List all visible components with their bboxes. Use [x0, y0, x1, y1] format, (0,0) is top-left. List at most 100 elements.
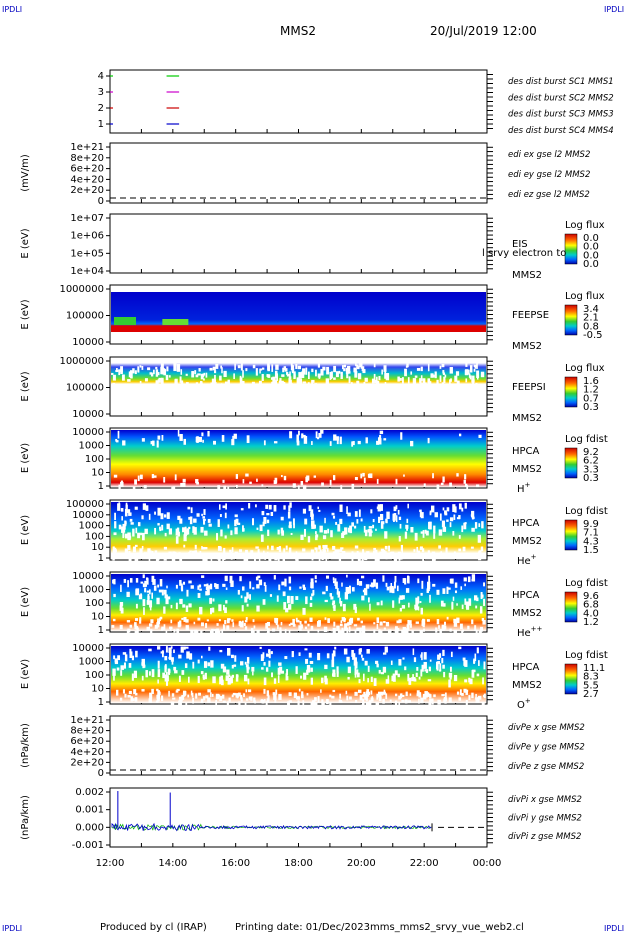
hpca-o-gap [293, 692, 298, 699]
corner-label-top-right: IPDLI [604, 5, 624, 14]
hpca-h-gap [318, 432, 322, 438]
hpca-hepp-gap [135, 618, 138, 621]
hpca-o-gap [413, 678, 417, 682]
hpca-hepp-gap [151, 592, 153, 599]
divpe-ytick-label: 1e+21 [70, 715, 104, 726]
feepsi-gap [209, 367, 213, 371]
hpca-hepp-gap [340, 630, 344, 635]
hpca-he-gap [114, 521, 117, 529]
hpca-h-gap [117, 430, 120, 439]
feepsi-gap [257, 394, 260, 398]
feepsi-gap [469, 365, 473, 373]
hpca-o-colorbar [564, 663, 578, 695]
hpca-o-gap [424, 669, 428, 672]
hpca-he-gap [255, 546, 259, 549]
hpca-o-gap [382, 691, 386, 695]
hpca-hepp-gap [344, 592, 349, 600]
feepsi-gap [338, 370, 341, 374]
hpca-hepp-gap [181, 585, 184, 592]
hpca-he-gap [481, 521, 484, 529]
hpca-o-gap [373, 678, 377, 686]
divpi-frame [109, 787, 488, 848]
hpca-hepp-gap [165, 630, 168, 636]
hpca-hepp-gap [142, 599, 146, 607]
hpca-hepp-gap [146, 590, 150, 593]
hpca-he-gap [173, 552, 176, 555]
hpca-he-colorbar-label: 4.3 [583, 536, 599, 547]
feepsi-gap [422, 378, 426, 384]
hpca-he-gap [384, 545, 388, 550]
hpca-o-gap [168, 647, 172, 653]
hpca-hepp-gap [290, 595, 294, 604]
hpca-he-gap [145, 505, 149, 511]
feepsi-gap [420, 383, 424, 387]
hpca-he-gap [456, 517, 460, 520]
hpca-hepp-gap [263, 582, 266, 586]
hpca-o-gap [475, 699, 478, 704]
hpca-h-gap [233, 433, 237, 439]
hpca-hepp-gap [347, 621, 349, 625]
feepsi-gap [376, 393, 379, 396]
hpca-hepp-gap [307, 623, 310, 627]
hpca-o-gap [332, 669, 336, 675]
hpca-o-gap [191, 692, 194, 698]
hpca-he-species: He+ [517, 553, 537, 567]
divpi-legend-entry: divPi y gse MMS2 [508, 814, 582, 824]
hpca-o-gap [246, 667, 249, 674]
hpca-o-gap [226, 669, 230, 675]
feepsi-gap [135, 396, 138, 401]
hpca-o-gap [306, 693, 309, 696]
hpca-hepp-ytick-label: 100 [85, 598, 104, 609]
hpca-hepp-gap [346, 574, 348, 578]
hpca-hepp-gap [454, 582, 458, 588]
feepsi-gap [414, 375, 418, 378]
feepsi-gap [227, 379, 230, 385]
feepsi-gap [308, 394, 311, 398]
feepsi-gap [149, 372, 153, 375]
hpca-h-gap [369, 473, 373, 479]
feepsi-gap [319, 394, 323, 400]
hpca-o-gap [263, 698, 266, 702]
hpca-hepp-gap [344, 623, 347, 629]
hpca-he-gap [168, 528, 173, 535]
hpca-o-gap [384, 646, 388, 653]
feepsi-gap [463, 394, 466, 398]
hpca-o-gap [380, 672, 384, 675]
feepsi-gap [180, 380, 184, 386]
hpca-hepp-gap [402, 627, 407, 632]
hpca-hepp-gap [376, 617, 380, 624]
hpca-hepp-gap [414, 604, 418, 610]
hpca-o-gap [208, 646, 211, 651]
hpca-o-gap [329, 694, 332, 698]
hpca-he-gap [127, 532, 131, 541]
hpca-hepp-gap [173, 629, 176, 633]
hpca-hepp-gap [250, 628, 254, 633]
hpca-hepp-gap [215, 583, 219, 589]
feepsi-gap [317, 373, 321, 378]
hpca-h-species: H+ [517, 481, 531, 495]
eis-ylabel: E (eV) [20, 228, 31, 258]
hpca-o-gap [300, 675, 303, 679]
feepsi-gap [241, 396, 245, 401]
hpca-h-gap [137, 475, 140, 482]
feepsi-gap [282, 367, 285, 373]
hpca-he-gap [177, 515, 181, 520]
feepsi-gap [355, 392, 360, 396]
hpca-hepp-gap [453, 618, 456, 624]
hpca-o-gap [157, 690, 160, 696]
hpca-hepp-gap [332, 627, 336, 634]
hpca-o-gap [131, 655, 134, 661]
feepsi-gap [168, 375, 171, 378]
hpca-hepp-gap [149, 603, 152, 611]
hpca-o-gap [436, 661, 438, 670]
feepsi-gap [296, 377, 300, 385]
feepsi-gap [166, 389, 169, 394]
hpca-hepp-gap [274, 618, 279, 624]
hpca-o-gap [483, 693, 486, 699]
feepsi-gap [298, 388, 301, 393]
hpca-o-gap [371, 696, 373, 701]
hpca-hepp-gap [299, 620, 302, 625]
hpca-hepp-gap [456, 603, 458, 606]
hpca-o-gap [310, 667, 313, 672]
feepsi-gap [385, 373, 390, 381]
